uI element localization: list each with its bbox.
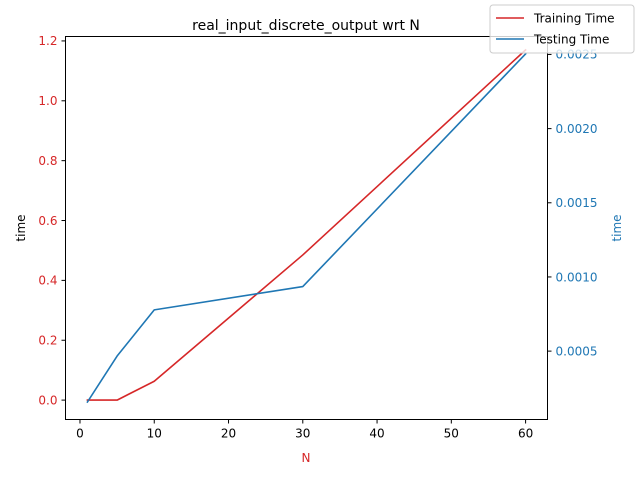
y-left-tick-label: 0.0	[38, 393, 57, 407]
y-right-tick-label: 0.0015	[556, 196, 598, 210]
x-tick-label: 0	[76, 427, 84, 441]
plot-frame	[65, 36, 548, 420]
legend-label-testing: Testing Time	[533, 33, 609, 47]
y-left-tick-label: 0.4	[38, 274, 57, 288]
y-left-tick-label: 0.2	[38, 334, 57, 348]
y-right-tick-label: 0.0020	[556, 122, 598, 136]
x-tick-label: 60	[518, 427, 533, 441]
chart-legend: Training Time Testing Time	[489, 4, 635, 54]
x-axis-label: N	[302, 451, 311, 465]
y-left-tick-label: 0.6	[38, 214, 57, 228]
y-left-tick-label: 1.2	[38, 34, 57, 48]
x-tick-label: 20	[221, 427, 236, 441]
series-lines-group	[86, 48, 527, 404]
legend-label-training: Training Time	[533, 12, 615, 26]
axes-ticks-group: 0 10 20 30 40 50 60 0.0 0.2 0.4 0.6 0.8 1.0 1.2 0.0005…	[38, 34, 597, 440]
y-left-tick-label: 0.8	[38, 154, 57, 168]
x-tick-label: 40	[369, 427, 384, 441]
x-tick-label: 30	[295, 427, 310, 441]
series-line-testing-time	[86, 52, 527, 404]
series-line-training-time	[86, 48, 527, 401]
y-axis-right-label: time	[610, 214, 624, 241]
legend-box	[489, 4, 635, 54]
y-left-tick-label: 1.0	[38, 94, 57, 108]
y-axis-left-label: time	[14, 214, 28, 241]
x-tick-label: 10	[147, 427, 162, 441]
chart-title: real_input_discrete_output wrt N	[192, 18, 420, 34]
x-tick-label: 50	[444, 427, 459, 441]
y-right-tick-label: 0.0010	[556, 270, 598, 284]
y-right-tick-label: 0.0005	[556, 344, 598, 358]
